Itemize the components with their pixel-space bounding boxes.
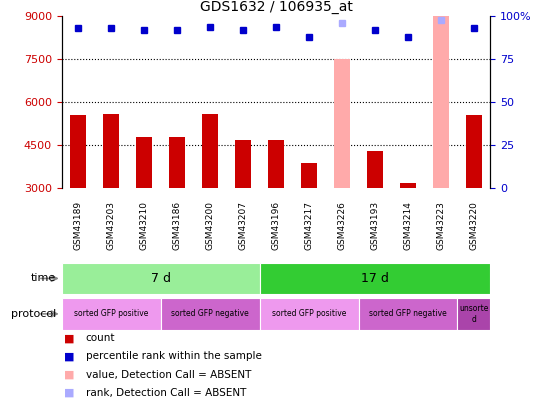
Text: time: time (31, 273, 56, 283)
Text: GSM43193: GSM43193 (370, 201, 379, 250)
Bar (235, 140, 251, 188)
Text: percentile rank within the sample: percentile rank within the sample (86, 352, 262, 361)
Text: sorted GFP positive: sorted GFP positive (74, 309, 148, 318)
Bar (136, 137, 152, 188)
Bar (169, 137, 185, 188)
Bar (359, 298, 457, 330)
Text: GSM43217: GSM43217 (304, 201, 314, 250)
Bar (433, 16, 449, 188)
Text: ■: ■ (64, 333, 75, 343)
Text: sorted GFP negative: sorted GFP negative (369, 309, 447, 318)
Text: sorted GFP negative: sorted GFP negative (171, 309, 249, 318)
Text: value, Detection Call = ABSENT: value, Detection Call = ABSENT (86, 370, 251, 379)
Bar (301, 162, 317, 188)
Text: GSM43196: GSM43196 (272, 201, 280, 250)
Bar (161, 298, 259, 330)
Bar (367, 151, 383, 188)
Text: ■: ■ (64, 352, 75, 361)
Text: ■: ■ (64, 370, 75, 379)
Text: GSM43214: GSM43214 (404, 201, 413, 250)
Bar (62, 298, 161, 330)
Text: GSM43207: GSM43207 (239, 201, 248, 250)
Bar (457, 298, 490, 330)
Bar (466, 115, 482, 188)
Text: GSM43220: GSM43220 (470, 201, 479, 250)
Text: GSM43226: GSM43226 (338, 201, 346, 250)
Text: 17 d: 17 d (361, 272, 389, 285)
Text: GSM43223: GSM43223 (436, 201, 445, 250)
Text: protocol: protocol (11, 309, 56, 319)
Bar (259, 263, 490, 294)
Text: GSM43203: GSM43203 (107, 201, 116, 250)
Text: sorted GFP positive: sorted GFP positive (272, 309, 346, 318)
Bar (268, 140, 284, 188)
Title: GDS1632 / 106935_at: GDS1632 / 106935_at (199, 0, 353, 14)
Text: ■: ■ (64, 388, 75, 398)
Text: rank, Detection Call = ABSENT: rank, Detection Call = ABSENT (86, 388, 246, 398)
Bar (70, 115, 86, 188)
Text: unsorte
d: unsorte d (459, 304, 489, 324)
Bar (202, 114, 218, 188)
Text: GSM43186: GSM43186 (173, 201, 182, 250)
Bar (334, 59, 350, 188)
Text: GSM43200: GSM43200 (206, 201, 214, 250)
Text: GSM43210: GSM43210 (139, 201, 148, 250)
Text: GSM43189: GSM43189 (73, 201, 83, 250)
Text: count: count (86, 333, 115, 343)
Bar (400, 183, 416, 188)
Text: 7 d: 7 d (151, 272, 170, 285)
Bar (259, 298, 359, 330)
Bar (62, 263, 259, 294)
Bar (103, 114, 120, 188)
